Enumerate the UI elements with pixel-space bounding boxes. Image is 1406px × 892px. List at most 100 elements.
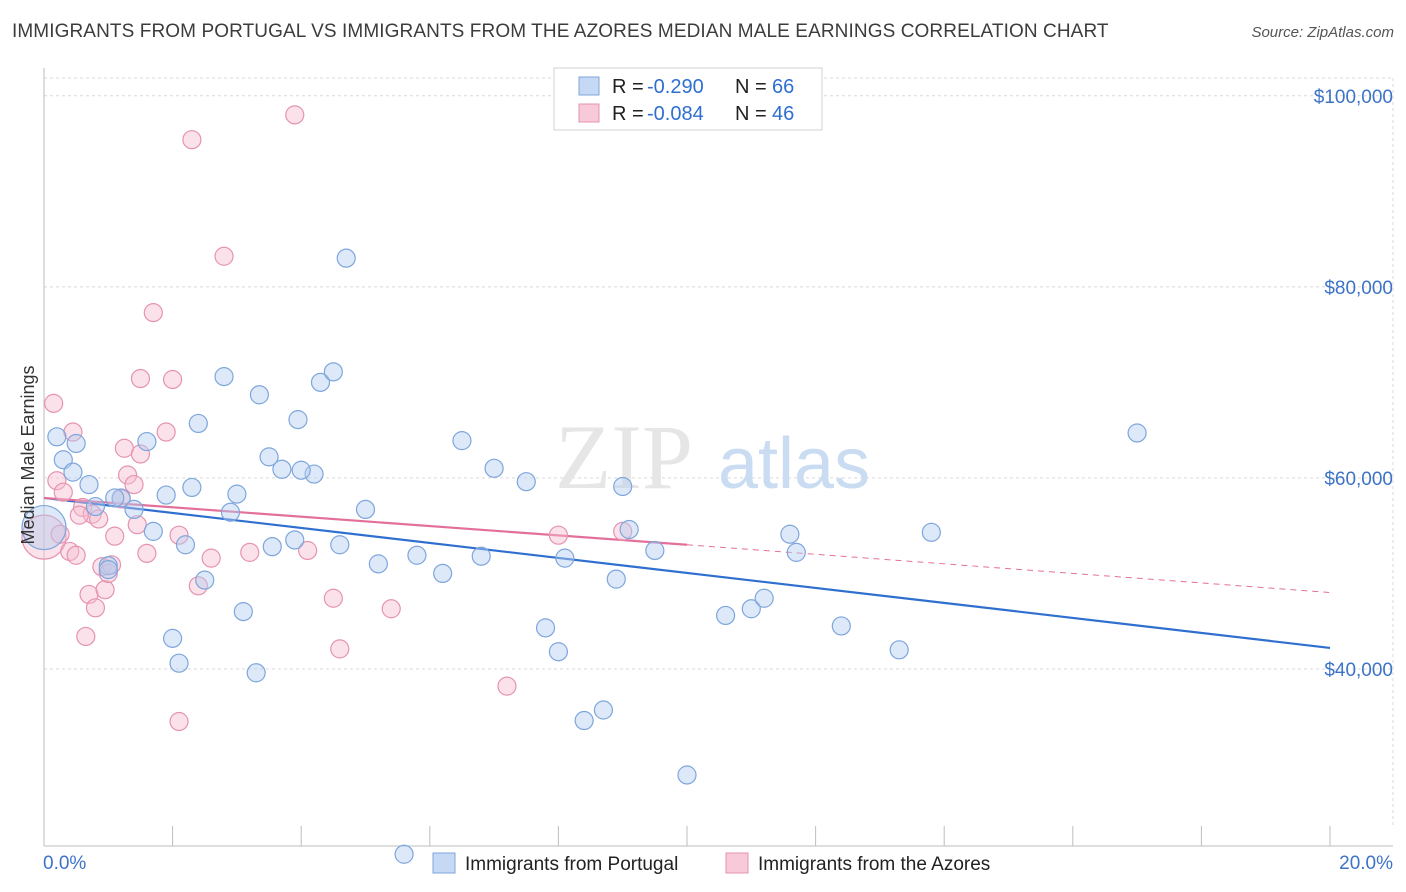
point-portugal (124, 499, 144, 520)
point-azores (298, 540, 318, 561)
point-portugal (619, 519, 639, 540)
point-portugal (220, 502, 241, 522)
point-portugal (368, 554, 388, 574)
legend-r-value-1: -0.290 (647, 76, 704, 98)
point-portugal (195, 570, 215, 590)
legend-r-label-1: R = (612, 76, 644, 98)
legend-r-label-2: R = (612, 103, 644, 125)
point-portugal (105, 488, 125, 508)
point-portugal (214, 367, 234, 387)
point-portugal (259, 447, 279, 467)
point-portugal (754, 588, 774, 608)
gridlines (44, 77, 1394, 826)
point-azores (53, 482, 73, 502)
point-portugal (786, 542, 806, 562)
point-azores (47, 471, 67, 491)
point-portugal (288, 410, 308, 430)
point-portugal (535, 618, 556, 638)
point-portugal (336, 248, 356, 268)
legend-n-label-2: N = (735, 103, 767, 125)
legend-n-label-1: N = (735, 76, 767, 98)
point-portugal (291, 460, 311, 480)
point-portugal (613, 476, 633, 497)
point-azores (381, 599, 401, 619)
legend-swatch-azores (578, 103, 600, 123)
y-tick-label: $80,000 (1324, 278, 1393, 299)
point-azores (285, 105, 305, 125)
point-azores (497, 676, 517, 696)
point-portugal (182, 477, 202, 498)
point-portugal (246, 663, 266, 683)
series-legend-label-azores: Immigrants from the Azores (758, 854, 990, 875)
point-portugal (889, 640, 909, 660)
trend-line-portugal (43, 496, 1331, 650)
point-portugal (407, 545, 427, 565)
point-portugal (677, 765, 697, 785)
point-portugal (233, 602, 253, 622)
x-tick-label-left: 0.0% (43, 853, 86, 874)
point-portugal (471, 546, 491, 566)
point-azores (44, 393, 64, 413)
point-azores (69, 505, 89, 525)
legend-n-value-2: 46 (772, 103, 794, 125)
point-portugal (323, 362, 343, 382)
point-portugal (355, 499, 376, 520)
point-portugal (304, 464, 324, 484)
y-tick-label: $40,000 (1324, 660, 1393, 681)
watermark-atlas: atlas (718, 424, 870, 504)
point-azores (182, 130, 202, 150)
point-azores (214, 246, 234, 266)
point-portugal (741, 599, 761, 619)
point-azores (163, 369, 183, 390)
point-azores (130, 444, 151, 464)
point-portugal (285, 530, 305, 550)
point-azores (66, 545, 86, 565)
point-portugal (66, 433, 86, 454)
point-portugal (831, 616, 851, 636)
point-portugal (169, 653, 189, 673)
point-portugal (330, 535, 350, 555)
point-azores (137, 543, 157, 563)
point-portugal (63, 462, 83, 482)
point-portugal (310, 372, 331, 392)
point-portugal (516, 472, 536, 492)
point-azores (114, 438, 134, 458)
point-portugal (249, 385, 270, 405)
point-portugal (548, 642, 569, 662)
point-portugal (484, 458, 504, 478)
y-tick-label: $100,000 (1314, 87, 1393, 108)
point-portugal (137, 431, 157, 452)
point-portugal (1127, 423, 1147, 443)
point-portugal (85, 496, 106, 517)
point-portugal (272, 459, 292, 479)
point-azores (201, 548, 221, 568)
point-portugal (715, 605, 736, 626)
chart-source: Source: ZipAtlas.com (1251, 24, 1394, 41)
y-axis-title: Median Male Earnings (18, 365, 38, 544)
point-portugal (555, 548, 575, 568)
point-azores (105, 526, 125, 546)
watermark: ZIP atlas (555, 406, 870, 508)
point-azores (89, 509, 109, 529)
point-azores (240, 542, 260, 562)
y-tick-label: $60,000 (1324, 469, 1393, 490)
trend-lines (43, 496, 1331, 650)
series-legend: Immigrants from Portugal Immigrants from… (432, 852, 990, 875)
point-portugal (175, 535, 196, 555)
trend-line-azores (43, 496, 688, 546)
series-legend-swatch-azores (725, 852, 749, 874)
point-azores (127, 515, 147, 535)
series-legend-label-portugal: Immigrants from Portugal (465, 854, 678, 875)
point-portugal (780, 524, 800, 544)
point-azores (76, 626, 96, 647)
point-azores (130, 368, 151, 389)
point-portugal (452, 431, 472, 451)
point-portugal (645, 540, 665, 561)
point-azores (117, 465, 138, 485)
point-portugal (79, 474, 99, 495)
point-portugal (111, 488, 131, 508)
legend-n-value-1: 66 (772, 76, 794, 98)
point-azores (330, 639, 350, 659)
point-portugal (433, 563, 453, 584)
